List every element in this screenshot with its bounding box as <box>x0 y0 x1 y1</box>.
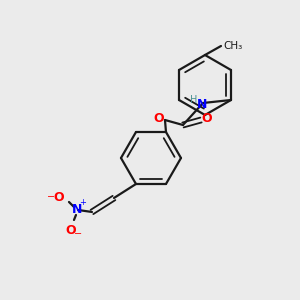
Text: N: N <box>197 98 207 110</box>
Text: N: N <box>72 203 82 217</box>
Text: +: + <box>80 199 86 208</box>
Text: H: H <box>190 95 198 105</box>
Text: O: O <box>154 112 164 125</box>
Text: −: − <box>47 192 55 202</box>
Text: O: O <box>202 112 212 125</box>
Text: CH₃: CH₃ <box>223 41 242 51</box>
Text: O: O <box>66 224 76 238</box>
Text: −: − <box>74 229 82 239</box>
Text: O: O <box>54 191 64 205</box>
